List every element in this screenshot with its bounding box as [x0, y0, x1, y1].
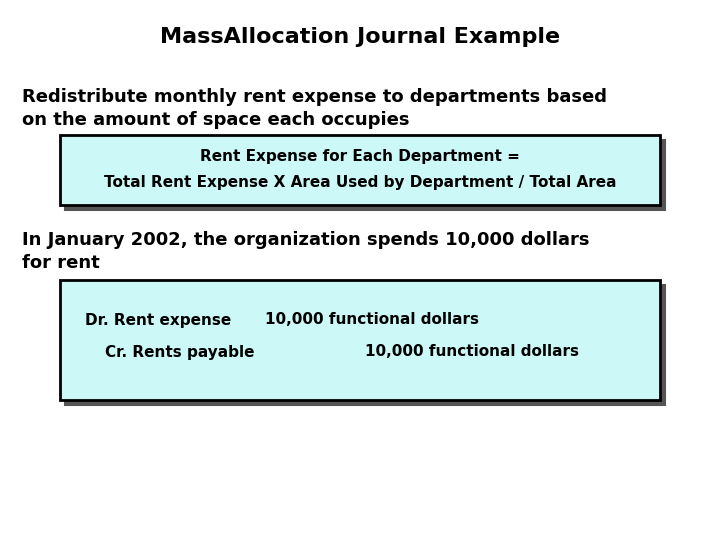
FancyBboxPatch shape: [65, 140, 665, 210]
Text: Cr. Rents payable: Cr. Rents payable: [105, 345, 254, 360]
Text: MassAllocation Journal Example: MassAllocation Journal Example: [160, 27, 560, 47]
Text: Rent Expense for Each Department =: Rent Expense for Each Department =: [200, 150, 520, 165]
Text: In January 2002, the organization spends 10,000 dollars: In January 2002, the organization spends…: [22, 231, 590, 249]
FancyBboxPatch shape: [60, 280, 660, 400]
Text: Dr. Rent expense: Dr. Rent expense: [85, 313, 231, 327]
Text: 10,000 functional dollars: 10,000 functional dollars: [265, 313, 479, 327]
Text: on the amount of space each occupies: on the amount of space each occupies: [22, 111, 410, 129]
Text: Total Rent Expense X Area Used by Department / Total Area: Total Rent Expense X Area Used by Depart…: [104, 174, 616, 190]
Text: for rent: for rent: [22, 254, 100, 272]
Text: Redistribute monthly rent expense to departments based: Redistribute monthly rent expense to dep…: [22, 88, 607, 106]
FancyBboxPatch shape: [65, 285, 665, 405]
FancyBboxPatch shape: [60, 135, 660, 205]
Text: 10,000 functional dollars: 10,000 functional dollars: [365, 345, 579, 360]
